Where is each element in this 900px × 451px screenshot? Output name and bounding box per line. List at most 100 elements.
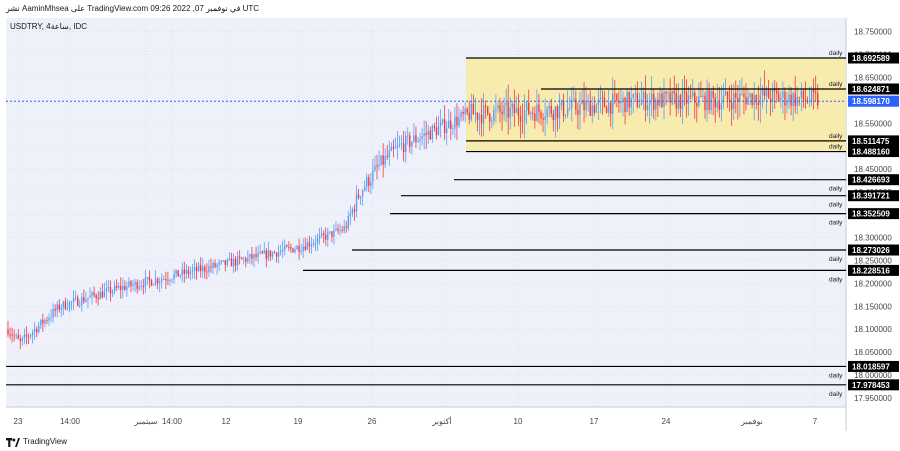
candle-body xyxy=(388,150,390,158)
candle-body xyxy=(187,269,190,274)
candle-body xyxy=(33,328,36,333)
candle-body xyxy=(616,94,618,101)
candle-body xyxy=(177,270,179,277)
candle-body xyxy=(704,95,706,111)
candle-body xyxy=(349,213,352,217)
candle-body xyxy=(267,250,270,259)
candle-body xyxy=(443,119,446,134)
candle-body xyxy=(646,105,649,110)
candle-body xyxy=(794,93,796,106)
candle-body xyxy=(144,278,147,287)
candle-body xyxy=(741,93,743,95)
candle-body xyxy=(458,117,460,126)
candle-body xyxy=(595,104,598,113)
x-tick-label: نوفمبر xyxy=(740,417,763,426)
candle-body xyxy=(720,102,723,110)
candle-body xyxy=(359,196,362,198)
level-label-bg xyxy=(848,52,899,64)
x-tick-label: 24 xyxy=(662,417,671,426)
candle-body xyxy=(800,90,803,98)
level-tag: daily xyxy=(829,220,843,227)
candle-body xyxy=(636,93,639,107)
level-tag: daily xyxy=(829,144,843,151)
candle-body xyxy=(327,232,329,240)
candle-body xyxy=(749,93,751,97)
level-label-bg xyxy=(848,190,899,202)
candle-body xyxy=(665,91,667,94)
candle-body xyxy=(263,250,265,254)
candle-body xyxy=(241,257,243,260)
candle-body xyxy=(175,270,177,275)
candle-body xyxy=(355,194,358,212)
candle-body xyxy=(97,298,99,300)
candle-body xyxy=(540,111,542,119)
candle-body xyxy=(23,334,26,338)
candle-body xyxy=(19,338,21,341)
candle-body xyxy=(191,269,194,272)
candle-body xyxy=(757,102,759,106)
candle-body xyxy=(556,106,559,119)
candle-body xyxy=(624,97,626,113)
candle-body xyxy=(419,139,421,141)
candle-body xyxy=(173,274,175,280)
level-label-bg xyxy=(848,379,899,391)
candle-body xyxy=(538,104,540,112)
candle-body xyxy=(351,209,354,214)
candle-body xyxy=(115,285,118,288)
candle-body xyxy=(253,254,255,259)
candle-body xyxy=(407,135,409,137)
candle-body xyxy=(425,133,427,135)
candle-body xyxy=(558,105,561,119)
candle-body xyxy=(421,135,423,140)
level-tag: daily xyxy=(829,81,843,88)
candle-body xyxy=(341,230,343,231)
candle-body xyxy=(710,90,712,110)
candle-body xyxy=(314,243,317,244)
level-label: 18.273026 xyxy=(852,246,890,255)
candle-body xyxy=(238,256,241,258)
candle-body xyxy=(468,112,470,120)
candle-body xyxy=(107,286,110,289)
candle-body xyxy=(628,91,630,108)
x-tick-label: 23 xyxy=(14,417,23,426)
candle-body xyxy=(50,317,52,319)
candle-body xyxy=(257,252,259,257)
candle-body xyxy=(716,102,718,108)
candle-body xyxy=(581,99,583,105)
candle-body xyxy=(394,147,397,149)
candle-body xyxy=(300,250,302,253)
candle-body xyxy=(441,119,444,123)
candle-body xyxy=(429,130,431,140)
candle-body xyxy=(320,233,323,236)
candle-body xyxy=(497,105,499,109)
x-tick-label: 17 xyxy=(590,417,599,426)
y-tick-label: 18.650000 xyxy=(854,73,892,82)
candle-body xyxy=(712,90,714,98)
candle-body xyxy=(509,107,511,118)
candle-body xyxy=(544,116,546,120)
candle-body xyxy=(66,308,69,310)
candle-body xyxy=(118,286,120,288)
candle-body xyxy=(226,259,229,265)
candle-body xyxy=(591,105,593,117)
candle-body xyxy=(437,126,440,136)
candle-body xyxy=(154,278,157,285)
candle-body xyxy=(128,281,130,287)
candle-body xyxy=(796,96,798,106)
candle-body xyxy=(663,91,665,108)
candle-body xyxy=(808,101,811,102)
candle-body xyxy=(599,97,602,100)
candle-body xyxy=(308,242,311,247)
candle-body xyxy=(366,177,368,187)
candle-body xyxy=(517,107,520,116)
candle-body xyxy=(130,281,132,287)
candle-body xyxy=(546,108,548,117)
candle-body xyxy=(140,285,142,287)
candle-body xyxy=(790,94,792,106)
candle-body xyxy=(126,286,128,290)
candle-body xyxy=(218,262,220,265)
current-price-label-bg xyxy=(848,95,899,107)
candle-body xyxy=(159,281,161,284)
candle-body xyxy=(77,297,79,306)
